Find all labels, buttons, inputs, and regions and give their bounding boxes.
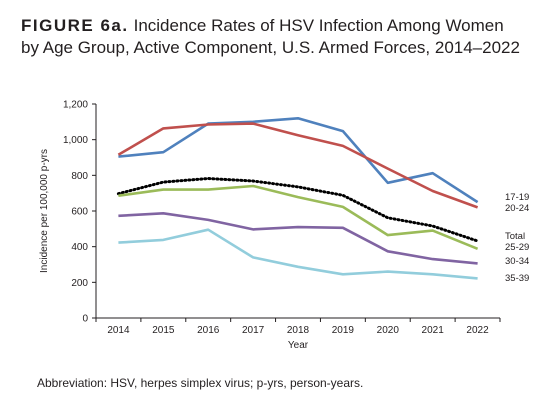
x-tick-label: 2018 [287, 325, 310, 336]
x-tick-label: 2019 [332, 325, 355, 336]
x-axis-title: Year [288, 340, 309, 351]
series-line-25-29 [118, 184, 479, 251]
series-label-35-39: 35-39 [505, 273, 529, 284]
y-tick-label: 400 [71, 242, 88, 253]
series-line-17-19 [118, 117, 479, 204]
x-tick-label: 2020 [377, 325, 400, 336]
y-tick-label: 1,000 [63, 135, 88, 146]
y-tick-label: 200 [71, 278, 88, 289]
x-tick-label: 2014 [107, 325, 130, 336]
y-tick-label: 0 [82, 314, 88, 325]
figure-label: FIGURE 6a. [21, 16, 129, 35]
x-tick-label: 2022 [466, 325, 489, 336]
figure-title: FIGURE 6a. Incidence Rates of HSV Infecti… [21, 15, 541, 59]
series-line-total [116, 177, 480, 243]
figure-title-line1: Incidence Rates of HSV Infection Among W… [133, 16, 504, 35]
series-label-25-29: 25-29 [505, 242, 529, 253]
series-label-17-19: 17-19 [505, 192, 529, 203]
series-line-30-34 [118, 212, 478, 265]
footnote: Abbreviation: HSV, herpes simplex virus;… [37, 376, 364, 390]
x-tick-label: 2017 [242, 325, 265, 336]
figure-title-line2: by Age Group, Active Component, U.S. Arm… [21, 38, 520, 57]
series-label-total: Total [505, 231, 525, 242]
x-tick-label: 2021 [422, 325, 445, 336]
x-tick-label: 2015 [152, 325, 175, 336]
series-label-20-24: 20-24 [505, 203, 529, 214]
series-line-20-24 [117, 122, 479, 209]
y-tick-label: 600 [71, 207, 88, 218]
series-label-30-34: 30-34 [505, 256, 529, 267]
y-axis-title: Incidence per 100,000 p-yrs [39, 149, 50, 273]
y-tick-label: 800 [71, 171, 88, 182]
series-line-35-39 [118, 228, 478, 280]
y-tick-label: 1,200 [63, 100, 88, 111]
x-tick-label: 2016 [197, 325, 220, 336]
